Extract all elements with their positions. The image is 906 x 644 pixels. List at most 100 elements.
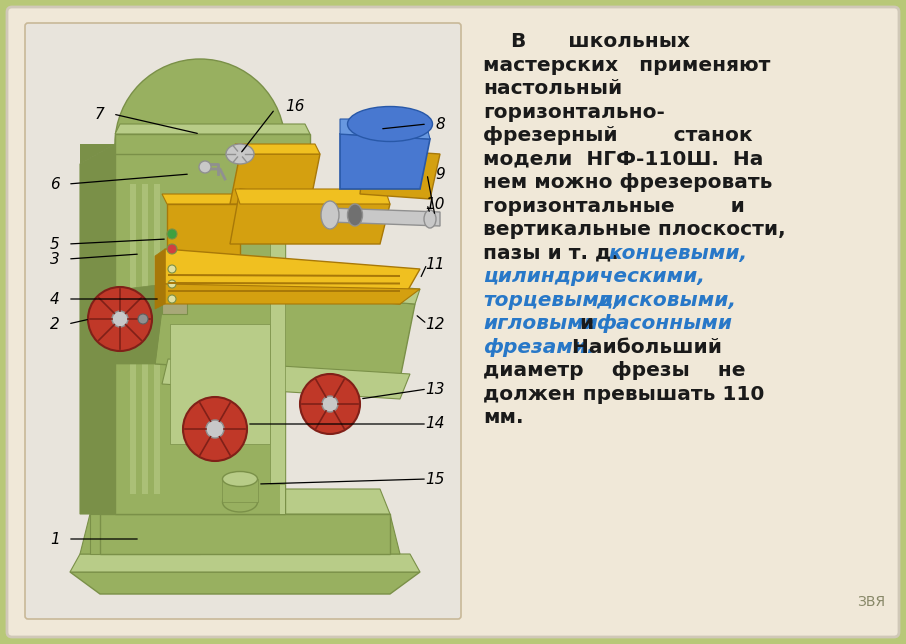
Polygon shape (115, 144, 285, 514)
Polygon shape (82, 489, 114, 499)
Text: Наибольший: Наибольший (558, 337, 722, 357)
Polygon shape (100, 514, 390, 554)
Text: 3: 3 (50, 252, 60, 267)
Polygon shape (82, 453, 114, 463)
Text: пазы и т. д.: пазы и т. д. (483, 243, 626, 263)
Ellipse shape (348, 106, 432, 142)
Bar (162, 254, 187, 314)
FancyBboxPatch shape (25, 23, 461, 619)
Circle shape (138, 314, 148, 324)
Text: 13: 13 (426, 381, 445, 397)
Text: ЗВЯ: ЗВЯ (857, 595, 885, 609)
Polygon shape (115, 124, 310, 134)
Circle shape (199, 161, 211, 173)
Text: игловыми: игловыми (483, 314, 598, 333)
Polygon shape (82, 417, 114, 427)
Circle shape (168, 295, 176, 303)
Polygon shape (165, 269, 420, 304)
Text: 2: 2 (50, 316, 60, 332)
Polygon shape (340, 134, 430, 189)
Text: 9: 9 (435, 167, 445, 182)
Polygon shape (340, 119, 430, 139)
Polygon shape (82, 471, 114, 481)
Polygon shape (235, 189, 390, 204)
Text: 15: 15 (426, 471, 445, 486)
Text: горизонтально-: горизонтально- (483, 102, 665, 122)
Text: фасонными: фасонными (596, 314, 732, 333)
Circle shape (88, 287, 152, 351)
Circle shape (168, 280, 176, 288)
Text: цилиндрическими,: цилиндрическими, (483, 267, 705, 286)
Text: 6: 6 (50, 176, 60, 191)
Polygon shape (80, 144, 115, 164)
Polygon shape (360, 149, 440, 199)
Ellipse shape (223, 492, 257, 512)
Polygon shape (165, 284, 420, 304)
Ellipse shape (348, 204, 362, 226)
Text: фрезерный        станок: фрезерный станок (483, 126, 753, 145)
Circle shape (322, 396, 338, 412)
Text: 8: 8 (435, 117, 445, 131)
Text: настольный: настольный (483, 79, 622, 98)
Text: 10: 10 (426, 196, 445, 211)
Text: концевыми,: концевыми, (608, 243, 747, 263)
Text: нем можно фрезеровать: нем можно фрезеровать (483, 173, 773, 192)
Polygon shape (70, 572, 420, 594)
Polygon shape (154, 184, 160, 494)
Text: фрезами.: фрезами. (483, 337, 594, 357)
Text: 4: 4 (50, 292, 60, 307)
Circle shape (167, 229, 177, 239)
Polygon shape (82, 399, 114, 409)
Polygon shape (90, 514, 200, 554)
Text: 11: 11 (426, 256, 445, 272)
Circle shape (300, 374, 360, 434)
Bar (170, 324, 270, 444)
Text: мастерских   применяют: мастерских применяют (483, 55, 770, 75)
Polygon shape (155, 284, 415, 379)
Polygon shape (222, 479, 258, 502)
Ellipse shape (424, 210, 436, 228)
Polygon shape (155, 249, 165, 309)
Polygon shape (82, 435, 114, 445)
Text: торцевыми,: торцевыми, (483, 290, 621, 310)
Text: диаметр    фрезы    не: диаметр фрезы не (483, 361, 746, 380)
Polygon shape (82, 327, 114, 337)
Text: 5: 5 (50, 236, 60, 252)
Polygon shape (82, 381, 114, 391)
Text: должен превышать 110: должен превышать 110 (483, 384, 765, 404)
Polygon shape (167, 204, 240, 274)
Polygon shape (168, 274, 400, 277)
Circle shape (206, 420, 224, 438)
Text: и: и (573, 314, 602, 333)
Ellipse shape (321, 201, 339, 229)
Polygon shape (130, 184, 136, 494)
Polygon shape (168, 282, 400, 285)
Polygon shape (80, 514, 400, 554)
Text: В      школьных: В школьных (483, 32, 690, 51)
Polygon shape (115, 284, 165, 364)
Text: 7: 7 (95, 106, 105, 122)
Polygon shape (230, 154, 320, 204)
Text: 14: 14 (426, 417, 445, 431)
Circle shape (183, 397, 247, 461)
Circle shape (168, 265, 176, 273)
Text: 12: 12 (426, 316, 445, 332)
Text: горизонтальные        и: горизонтальные и (483, 196, 745, 216)
Polygon shape (82, 345, 114, 355)
Polygon shape (235, 144, 320, 154)
Circle shape (167, 244, 177, 254)
Wedge shape (115, 59, 285, 144)
Polygon shape (168, 290, 400, 292)
Text: 16: 16 (285, 99, 304, 113)
Text: 1: 1 (50, 531, 60, 547)
Polygon shape (280, 144, 285, 514)
Polygon shape (270, 194, 285, 484)
Polygon shape (162, 194, 240, 204)
Polygon shape (162, 359, 410, 399)
Polygon shape (82, 363, 114, 373)
Ellipse shape (226, 144, 254, 164)
Polygon shape (70, 554, 420, 572)
Circle shape (112, 311, 128, 327)
Text: дисковыми,: дисковыми, (590, 290, 736, 310)
Text: мм.: мм. (483, 408, 524, 427)
